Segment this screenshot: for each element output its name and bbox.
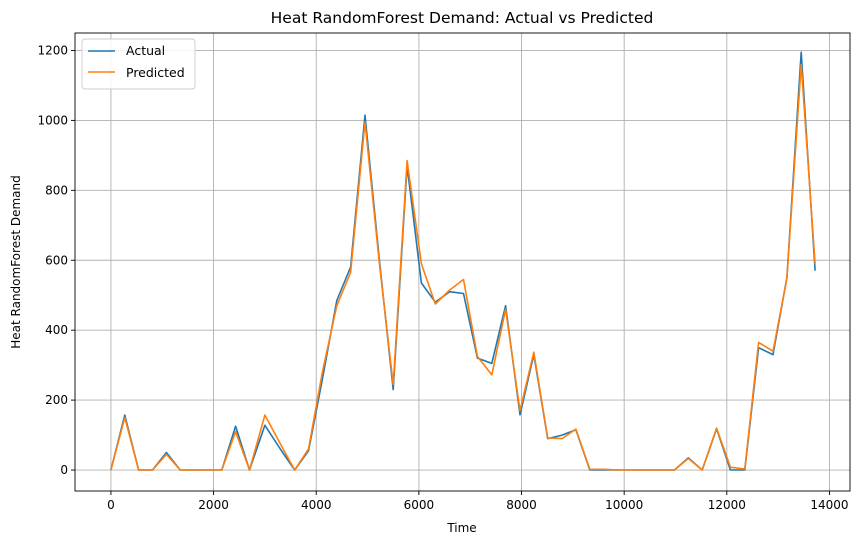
y-tick-label: 400 (45, 323, 68, 337)
y-tick-label: 800 (45, 183, 68, 197)
x-tick-label: 8000 (506, 498, 537, 512)
x-tick-label: 2000 (198, 498, 229, 512)
plot-frame (74, 32, 851, 492)
x-tick-label: 4000 (301, 498, 332, 512)
plot-area (110, 51, 816, 471)
series-line-predicted (110, 63, 816, 471)
legend-label-actual: Actual (126, 43, 165, 58)
x-axis-label: Time (446, 521, 476, 535)
x-axis: 0 2000 4000 6000 8000 10000 12000 14000 (107, 491, 849, 512)
y-axis: 0 200 400 600 800 1000 1200 (37, 43, 75, 477)
chart-title: Heat RandomForest Demand: Actual vs Pred… (271, 9, 654, 27)
series-line-actual (110, 51, 816, 471)
x-tick-label: 0 (107, 498, 115, 512)
x-tick-label: 14000 (810, 498, 848, 512)
legend: Actual Predicted (81, 38, 196, 90)
x-tick-label: 12000 (708, 498, 746, 512)
y-tick-label: 600 (45, 253, 68, 267)
y-axis-label: Heat RandomForest Demand (9, 175, 23, 349)
x-tick-label: 6000 (404, 498, 435, 512)
x-tick-label: 10000 (605, 498, 643, 512)
y-tick-label: 200 (45, 393, 68, 407)
y-tick-label: 1200 (37, 43, 68, 57)
y-tick-label: 0 (60, 463, 68, 477)
legend-label-predicted: Predicted (126, 65, 185, 80)
grid (75, 33, 850, 491)
y-tick-label: 1000 (37, 113, 68, 127)
